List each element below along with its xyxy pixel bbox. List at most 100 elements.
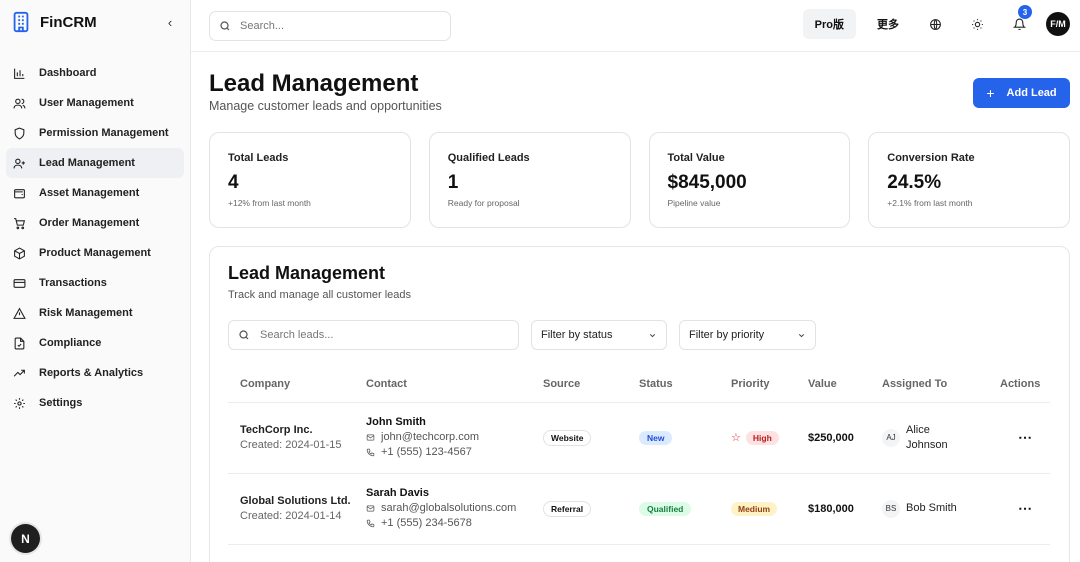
gear-icon xyxy=(12,396,26,410)
column-header-assigned[interactable]: Assigned To xyxy=(870,367,988,403)
sidebar-item-label: Dashboard xyxy=(39,67,97,79)
pro-button[interactable]: Pro版 xyxy=(802,9,856,39)
assignee-avatar: BS xyxy=(882,499,900,518)
assignee-name: Alice Johnson xyxy=(906,423,948,451)
sidebar-item-dashboard[interactable]: Dashboard xyxy=(6,58,184,88)
sidebar: FinCRM ‹ Dashboard User Management Permi… xyxy=(0,0,191,562)
stat-card-total-leads: Total Leads 4 +12% from last month xyxy=(209,132,411,228)
status-filter-select[interactable]: Filter by status xyxy=(531,320,667,350)
sidebar-item-reports[interactable]: Reports & Analytics xyxy=(6,358,184,388)
phone-icon xyxy=(366,519,375,528)
app-name: FinCRM xyxy=(40,13,97,31)
column-header-value[interactable]: Value xyxy=(796,367,870,403)
sidebar-item-users[interactable]: User Management xyxy=(6,88,184,118)
email-text: sarah@globalsolutions.com xyxy=(381,502,517,514)
sidebar-item-label: Settings xyxy=(39,397,83,409)
contact-name: John Smith xyxy=(366,416,426,428)
sidebar-item-label: Compliance xyxy=(39,337,102,349)
priority-cell: ☆ High xyxy=(731,430,796,445)
bell-icon[interactable]: 3 xyxy=(1004,5,1034,39)
sun-icon[interactable] xyxy=(962,9,992,39)
sidebar-item-orders[interactable]: Order Management xyxy=(6,208,184,238)
row-actions-icon[interactable]: ⋯ xyxy=(1018,429,1032,445)
building-icon xyxy=(10,11,32,33)
stat-note: Pipeline value xyxy=(667,198,721,208)
assignee-name: Bob Smith xyxy=(906,502,957,514)
sidebar-item-compliance[interactable]: Compliance xyxy=(6,328,184,358)
email-text: john@techcorp.com xyxy=(381,431,479,443)
trending-up-icon xyxy=(12,366,26,380)
stat-value: 4 xyxy=(228,172,239,193)
mail-icon xyxy=(366,434,375,441)
brand: FinCRM ‹ xyxy=(0,0,190,44)
notification-count: 3 xyxy=(1018,5,1032,19)
contact-email: john@techcorp.com xyxy=(366,430,531,445)
sidebar-item-products[interactable]: Product Management xyxy=(6,238,184,268)
source-badge: Website xyxy=(543,429,592,446)
add-lead-button[interactable]: + Add Lead xyxy=(973,78,1070,108)
stat-label: Qualified Leads xyxy=(447,152,530,164)
sidebar-item-assets[interactable]: Asset Management xyxy=(6,178,184,208)
globe-icon[interactable] xyxy=(920,9,950,39)
sidebar-item-label: Product Management xyxy=(39,247,151,259)
column-header-source[interactable]: Source xyxy=(531,367,627,403)
add-lead-label: Add Lead xyxy=(1006,87,1057,99)
phone-text: +1 (555) 123-4567 xyxy=(381,446,472,458)
status-badge: New xyxy=(639,430,673,445)
lead-value: $180,000 xyxy=(808,502,854,515)
contact-name: Sarah Davis xyxy=(366,487,429,499)
search-placeholder: Search... xyxy=(240,19,285,32)
sidebar-item-leads[interactable]: Lead Management xyxy=(6,148,184,178)
column-header-company[interactable]: Company xyxy=(228,367,354,403)
assignee-avatar: AJ xyxy=(882,428,900,447)
bar-chart-icon xyxy=(12,66,26,80)
table-row[interactable]: TechCorp Inc. Created: 2024-01-15 John S… xyxy=(228,402,1050,474)
main-area: Search... Pro版 更多 3 F/M xyxy=(191,0,1080,562)
avatar[interactable]: F/M xyxy=(1046,12,1070,36)
row-actions-icon[interactable]: ⋯ xyxy=(1018,500,1032,516)
priority-filter-label: Filter by priority xyxy=(689,329,765,341)
contact-phone: +1 (555) 123-4567 xyxy=(366,445,531,460)
more-button[interactable]: 更多 xyxy=(877,19,899,31)
assignee-cell: AJ Alice Johnson xyxy=(882,423,988,453)
plus-icon: + xyxy=(986,85,995,101)
users-icon xyxy=(12,96,26,110)
column-header-priority[interactable]: Priority xyxy=(719,367,796,403)
stat-value: 1 xyxy=(447,172,459,193)
stat-note: +2.1% from last month xyxy=(887,198,973,208)
stat-value: 24.5% xyxy=(887,172,942,193)
search-input[interactable]: Search... xyxy=(209,10,451,41)
star-icon: ☆ xyxy=(731,432,741,444)
status-filter-label: Filter by status xyxy=(541,329,613,341)
phone-icon xyxy=(366,448,375,457)
company-name: TechCorp Inc. xyxy=(240,423,313,436)
chevron-left-icon[interactable]: ‹ xyxy=(167,14,173,30)
stat-card-total-value: Total Value $845,000 Pipeline value xyxy=(648,132,851,228)
sidebar-item-label: Reports & Analytics xyxy=(39,367,144,379)
filters-row: Search leads... Filter by status Filter … xyxy=(228,320,1051,350)
topbar: Search... Pro版 更多 3 F/M xyxy=(191,0,1080,52)
search-icon xyxy=(239,330,249,340)
alert-triangle-icon xyxy=(12,306,26,320)
sidebar-item-transactions[interactable]: Transactions xyxy=(6,268,184,298)
column-header-contact[interactable]: Contact xyxy=(354,367,531,403)
leads-panel: Lead Management Track and manage all cus… xyxy=(209,246,1070,562)
stat-card-qualified-leads: Qualified Leads 1 Ready for proposal xyxy=(428,132,631,228)
chevron-down-icon xyxy=(798,333,805,337)
sidebar-item-label: Risk Management xyxy=(39,307,133,319)
table-row[interactable]: Global Solutions Ltd. Created: 2024-01-1… xyxy=(228,473,1050,545)
contact-phone: +1 (555) 234-5678 xyxy=(366,516,531,531)
framework-badge[interactable]: N xyxy=(11,524,40,553)
stat-label: Conversion Rate xyxy=(887,152,975,164)
lead-search-input[interactable]: Search leads... xyxy=(228,320,519,350)
sidebar-item-settings[interactable]: Settings xyxy=(6,388,184,418)
shield-icon xyxy=(12,126,26,140)
priority-badge: Medium xyxy=(731,501,778,516)
priority-filter-select[interactable]: Filter by priority xyxy=(679,320,816,350)
sidebar-item-risk[interactable]: Risk Management xyxy=(6,298,184,328)
column-header-status[interactable]: Status xyxy=(627,367,719,403)
column-header-actions: Actions xyxy=(988,367,1050,403)
sidebar-item-permissions[interactable]: Permission Management xyxy=(6,118,184,148)
stat-label: Total Value xyxy=(667,152,725,164)
assignee-cell: BS Bob Smith xyxy=(882,499,988,518)
